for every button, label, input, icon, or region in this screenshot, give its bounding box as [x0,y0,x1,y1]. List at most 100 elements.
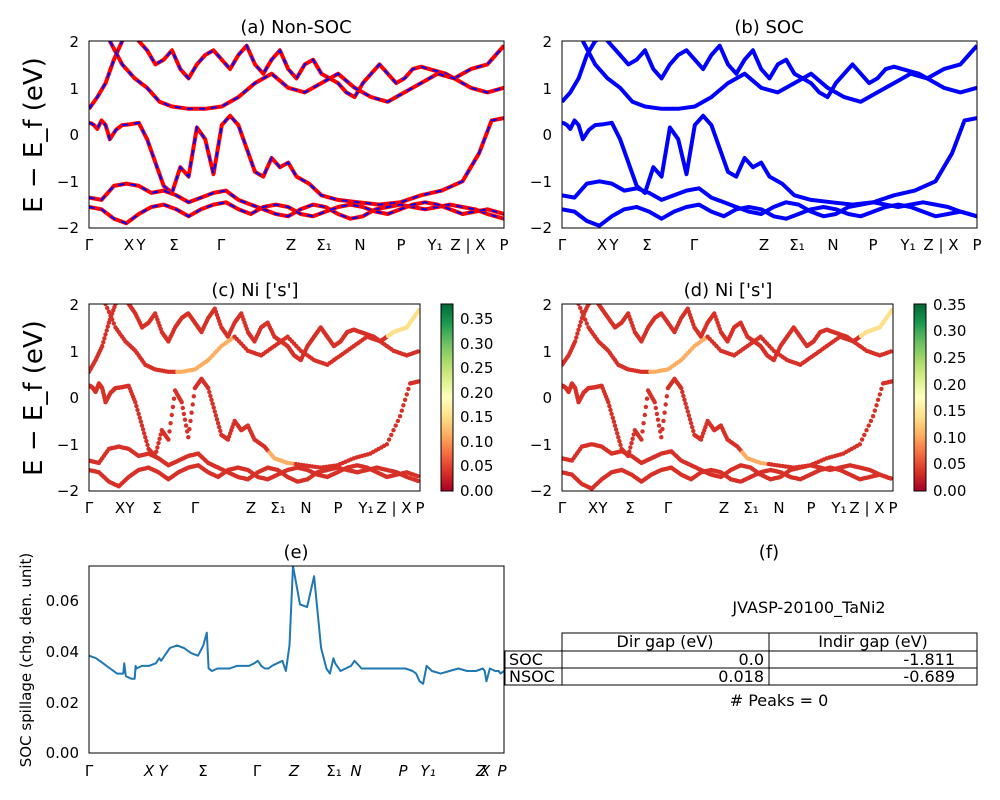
panel-f-title: (f) [759,542,779,563]
projection-dot [190,402,195,407]
panel-d-frame [561,303,894,492]
xtick: N [827,236,838,254]
projection-dot [877,392,882,397]
ytick: 1 [69,343,79,361]
ytick: 1 [69,80,79,98]
xtick: N [350,762,361,780]
band-line [581,41,977,111]
projection-dot [145,442,150,448]
cbar-tick: 0.15 [933,402,966,420]
cbar-tick: 0.35 [933,296,966,314]
cbar-tick: 0.15 [460,408,493,426]
cbar-tick: 0.20 [460,384,493,402]
panel-c-xticks: Γ X Y Σ Γ Z Σ₁ N P Y₁ Z | X P [85,499,425,517]
xtick: Z [475,762,487,780]
projection-dot [587,304,592,306]
xtick: P [333,499,342,517]
panel-c-plot-area [89,296,420,489]
projection-dot [103,304,108,307]
projection-dot [594,299,598,303]
projection-dot [593,297,597,301]
projection-dot [889,379,893,384]
projection-dot [136,411,141,417]
panel-c-title: (c) Ni ['s'] [211,280,298,301]
band-line-dash [89,201,504,225]
projection-dot [639,437,644,442]
projection-dot [105,305,110,311]
projection-dot [393,423,398,428]
projection-dot [142,431,147,436]
ytick: 2 [542,33,552,51]
projection-dot [612,423,618,428]
projection-dot [103,332,108,337]
projection-dot [118,296,122,300]
xtick: P [497,762,507,780]
projection-dot [217,424,222,430]
projection-dot [857,442,863,447]
projection-dot [578,319,583,325]
projection-dot [110,317,115,322]
xtick: Γ [253,762,262,780]
table-cell-value: 0.0 [739,650,764,669]
projection-dot [138,419,144,424]
ytick: 0 [542,126,552,144]
projection-dot [208,393,213,399]
xtick: P [888,499,897,517]
xtick: Γ [664,499,673,517]
spillage-line [89,566,504,685]
projection-dot [116,299,120,303]
projection-dot [584,321,589,326]
xtick: Z | X [450,236,485,254]
cbar-tick: 0.00 [933,482,966,500]
panel-c: (c) Ni ['s'] 2 1 0 −1 −2 Γ X Y Σ Γ Z Σ₁ … [19,280,493,517]
projection-dot [653,405,658,411]
xtick: X [143,762,155,780]
band-line [562,202,977,228]
projection-dot [577,323,582,328]
xtick: P [398,762,408,780]
projection-dot [211,405,216,410]
band-line-dash [108,41,504,110]
projection-dot [100,343,105,349]
ytick: 2 [542,296,552,314]
projection-dot [888,349,893,354]
cbar-tick: 0.30 [933,322,966,340]
projection-dot [157,436,162,441]
projection-dot [652,400,657,405]
projection-dot [186,435,191,440]
projection-dot [189,410,194,415]
projection-dot [618,442,623,448]
cbar-tick: 0.25 [933,349,966,367]
panel-c-colorbar [440,303,454,492]
projection-dot [209,397,214,402]
projection-dot [889,308,893,313]
xtick: Y [135,236,146,254]
projection-dot [415,349,420,354]
table-cell-value: -1.811 [903,650,955,669]
projection-dot [415,474,420,479]
xtick: P [806,499,815,517]
ytick: 0.06 [46,592,79,610]
projection-dot [608,407,613,413]
panel-b-frame [561,40,978,229]
projection-dot [574,335,579,340]
projection-dot [111,321,117,326]
projection-dot [660,426,665,432]
panel-a-frame [88,40,505,229]
projection-dot [888,476,893,481]
projection-dot [866,423,871,428]
xtick: P [868,236,877,254]
xtick: Y [597,499,608,517]
projection-dot [573,339,578,344]
xtick: Y₁ [357,499,373,517]
projection-dot [179,400,184,405]
ytick: 0 [542,389,552,407]
projection-dot [106,309,112,314]
panel-e-title: (e) [283,542,308,563]
projection-dot [680,389,685,395]
table-header: Dir gap (eV) [617,632,714,651]
ytick: −2 [530,219,552,237]
projection-dot [879,386,884,392]
projection-dot [685,409,690,414]
xtick: Γ [558,236,567,254]
